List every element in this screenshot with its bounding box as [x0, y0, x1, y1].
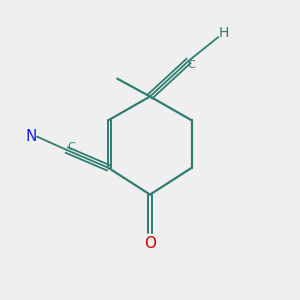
Text: C: C: [188, 60, 196, 70]
Text: O: O: [144, 236, 156, 251]
Text: H: H: [219, 26, 230, 40]
Text: C: C: [68, 142, 75, 152]
Text: N: N: [26, 129, 37, 144]
